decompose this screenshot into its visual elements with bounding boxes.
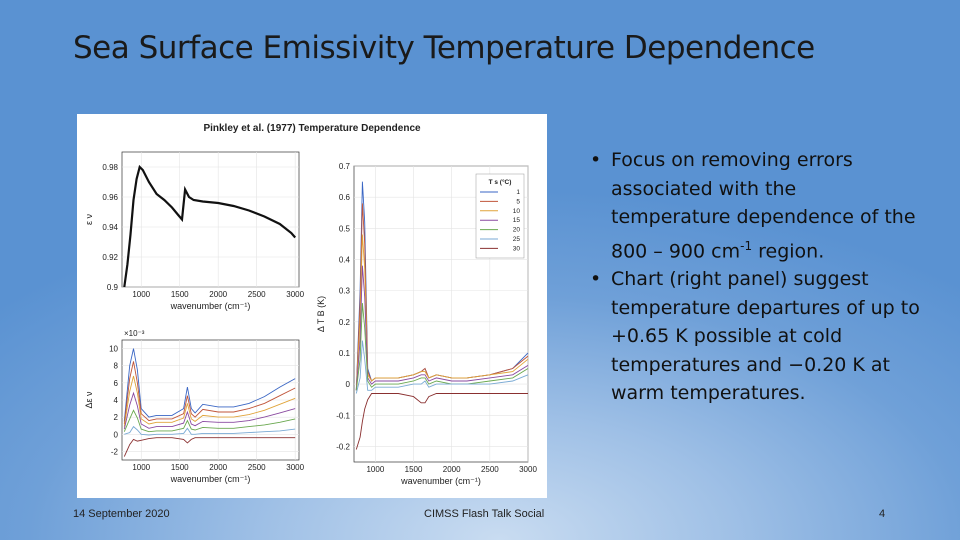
delta-brightness-temperature-xtick-label: 2000 — [443, 465, 461, 474]
emissivity-xtick-label: 1000 — [132, 290, 150, 299]
delta-emissivity-ytick-label: -2 — [111, 447, 119, 456]
delta-brightness-temperature-series-line — [355, 234, 529, 391]
delta-brightness-temperature-ytick-label: 0.7 — [339, 162, 351, 171]
delta-emissivity-ytick-label: 6 — [114, 379, 119, 388]
delta-emissivity-xtick-label: 2000 — [209, 463, 227, 472]
delta-brightness-temperature-xtick-label: 1000 — [366, 465, 384, 474]
emissivity-xtick-label: 3000 — [286, 290, 304, 299]
legend-label: 10 — [513, 208, 521, 215]
delta-brightness-temperature-ytick-label: 0.3 — [339, 287, 351, 296]
chart-svg: Pinkley et al. (1977) Temperature Depend… — [84, 123, 537, 486]
delta-brightness-temperature-xtick-label: 3000 — [519, 465, 537, 474]
bullet-list: Focus on removing errors associated with… — [590, 146, 920, 408]
emissivity-line — [123, 164, 297, 288]
emissivity-ylabel: ε ν — [84, 213, 94, 225]
legend-label: 5 — [516, 198, 520, 205]
legend-label: 25 — [513, 236, 521, 243]
delta-emissivity-exponent-label: ×10⁻³ — [124, 329, 145, 338]
delta-brightness-temperature-ytick-label: 0.6 — [339, 193, 351, 202]
legend-label: 1 — [516, 189, 520, 196]
bullet-item-2: Chart (right panel) suggest temperature … — [590, 265, 920, 408]
legend-label: 20 — [513, 227, 521, 234]
bullet-text: Focus on removing errors associated with… — [611, 149, 916, 262]
emissivity-ytick-label: 0.9 — [107, 283, 119, 292]
delta-brightness-temperature-ytick-label: 0.5 — [339, 224, 351, 233]
emissivity-xlabel: wavenumber (cm⁻¹) — [170, 301, 251, 311]
delta-brightness-temperature-ytick-label: -0.2 — [336, 442, 350, 451]
emissivity-xtick-label: 2500 — [248, 290, 266, 299]
delta-emissivity-xtick-label: 2500 — [248, 463, 266, 472]
figure-title: Pinkley et al. (1977) Temperature Depend… — [203, 123, 421, 134]
delta-brightness-temperature-ytick-label: 0.1 — [339, 349, 351, 358]
delta-brightness-temperature-ylabel: Δ T B (K) — [316, 296, 326, 332]
delta-emissivity-ytick-label: 2 — [114, 413, 119, 422]
delta-emissivity-ytick-label: 8 — [114, 362, 119, 371]
delta-emissivity-ytick-label: 0 — [114, 430, 119, 439]
delta-emissivity-ytick-label: 10 — [109, 345, 118, 354]
delta-brightness-temperature-ytick-label: 0.4 — [339, 255, 351, 264]
bullet-item-1: Focus on removing errors associated with… — [590, 146, 920, 265]
delta-emissivity-xtick-label: 1000 — [132, 463, 150, 472]
delta-emissivity-series-line — [124, 425, 296, 436]
delta-brightness-temperature-xtick-label: 1500 — [405, 465, 423, 474]
emissivity-ytick-label: 0.98 — [102, 163, 118, 172]
delta-emissivity-ylabel: Δε ν — [84, 391, 94, 409]
bullet-text: Chart (right panel) suggest temperature … — [611, 268, 920, 405]
emissivity-xtick-label: 2000 — [209, 290, 227, 299]
delta-emissivity-series-line — [123, 437, 296, 457]
delta-emissivity-series-line — [123, 361, 296, 425]
page-number: 4 — [879, 508, 886, 520]
legend-label: 15 — [513, 217, 521, 224]
delta-emissivity-ytick-label: 4 — [114, 396, 119, 405]
delta-emissivity-xtick-label: 3000 — [286, 463, 304, 472]
bullet-superscript: -1 — [740, 238, 753, 253]
delta-brightness-temperature-ytick-label: 0.2 — [339, 318, 351, 327]
slide-title: Sea Surface Emissivity Temperature Depen… — [73, 30, 815, 66]
delta-emissivity-series-line — [123, 375, 296, 427]
delta-emissivity-series-line — [123, 348, 296, 422]
delta-emissivity-xtick-label: 1500 — [171, 463, 189, 472]
footer-date: 14 September 2020 — [73, 508, 170, 520]
delta-emissivity-series-line — [123, 409, 296, 433]
emissivity-ytick-label: 0.94 — [102, 223, 118, 232]
emissivity-ytick-label: 0.92 — [102, 253, 118, 262]
emissivity-xtick-label: 1500 — [171, 290, 189, 299]
emissivity-ytick-label: 0.96 — [102, 193, 118, 202]
footer-center: CIMSS Flash Talk Social — [424, 508, 545, 520]
delta-brightness-temperature-xlabel: wavenumber (cm⁻¹) — [400, 476, 481, 486]
legend-box — [475, 173, 525, 259]
delta-brightness-temperature-ytick-label: 0 — [346, 380, 351, 389]
legend-title: T s (°C) — [489, 178, 512, 186]
delta-emissivity-xlabel: wavenumber (cm⁻¹) — [170, 474, 251, 484]
delta-brightness-temperature-series-line — [355, 265, 529, 391]
delta-brightness-temperature-series-line — [355, 340, 529, 394]
bullet-text-end: region. — [752, 239, 825, 262]
delta-brightness-temperature-xtick-label: 2500 — [481, 465, 499, 474]
delta-emissivity-series-line — [123, 391, 296, 430]
delta-brightness-temperature-series-line — [355, 393, 528, 450]
chart-figure: Pinkley et al. (1977) Temperature Depend… — [77, 114, 547, 498]
delta-brightness-temperature-ytick-label: -0.1 — [336, 411, 350, 420]
legend-label: 30 — [513, 245, 521, 252]
